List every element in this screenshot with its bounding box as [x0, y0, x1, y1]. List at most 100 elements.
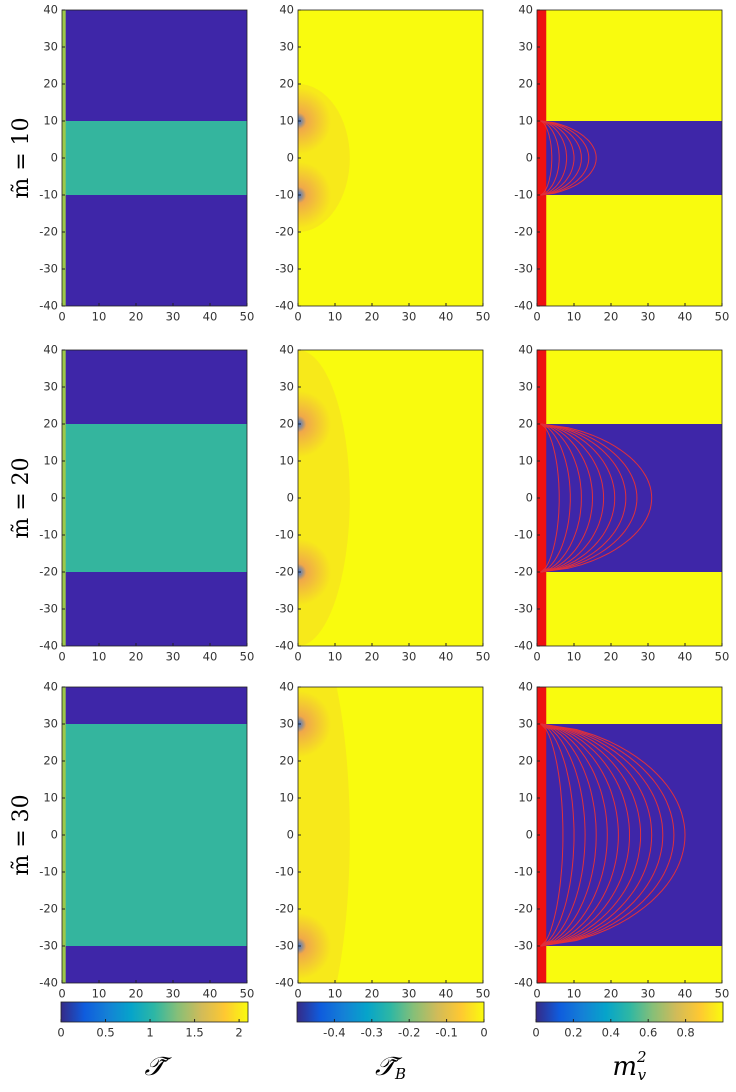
- x-tick-label: 40: [678, 987, 693, 1001]
- y-tick-label: 10: [279, 454, 294, 468]
- y-tick-label: -40: [275, 299, 294, 313]
- y-tick-label: 0: [51, 491, 58, 505]
- x-tick-label: 40: [678, 650, 693, 664]
- x-tick-label: 0: [58, 987, 65, 1001]
- x-tick-label: 0: [58, 650, 65, 664]
- row-label: m̃ = 30: [9, 794, 34, 875]
- panel: [298, 10, 483, 306]
- edge-strip: [537, 687, 547, 983]
- x-tick-label: 10: [92, 310, 107, 324]
- y-tick-label: 0: [51, 828, 58, 842]
- contour: [540, 723, 686, 947]
- y-tick-label: -40: [275, 639, 294, 653]
- y-tick-label: -30: [39, 939, 58, 953]
- y-tick-label: -20: [275, 902, 294, 916]
- y-tick-label: 40: [279, 680, 294, 694]
- edge-blob: [298, 161, 332, 229]
- x-tick-label: 40: [203, 987, 218, 1001]
- contour: [540, 423, 560, 573]
- x-tick-label: 40: [203, 650, 218, 664]
- x-tick-label: 0: [58, 310, 65, 324]
- panel: [298, 687, 483, 983]
- y-tick-label: -40: [39, 639, 58, 653]
- x-tick-label: 30: [402, 650, 417, 664]
- contour: [540, 723, 675, 947]
- colorbar-tick-label: 1: [146, 1026, 153, 1040]
- y-tick-label: -30: [275, 262, 294, 276]
- x-tick-label: 30: [402, 987, 417, 1001]
- y-tick-label: -10: [39, 528, 58, 542]
- colorbar-tick-label: 0: [480, 1026, 487, 1040]
- y-tick-label: -20: [39, 902, 58, 916]
- colorbar-tick-label: 0.5: [96, 1026, 114, 1040]
- contour: [540, 723, 597, 947]
- y-tick-label: 40: [518, 680, 533, 694]
- y-tick-label: 20: [518, 417, 533, 431]
- panel: [62, 687, 247, 983]
- y-tick-label: 40: [279, 3, 294, 17]
- panel: [298, 350, 483, 646]
- colorbar-tick-label: 0.2: [564, 1026, 582, 1040]
- x-tick-label: 10: [328, 650, 343, 664]
- x-tick-label: 20: [604, 310, 619, 324]
- x-tick-label: 0: [294, 310, 301, 324]
- x-tick-label: 20: [604, 987, 619, 1001]
- y-tick-label: 20: [279, 417, 294, 431]
- y-tick-label: 0: [287, 828, 294, 842]
- y-tick-label: -30: [514, 939, 533, 953]
- x-tick-label: 50: [476, 987, 491, 1001]
- colorbar-tick-label: 0.6: [639, 1026, 657, 1040]
- x-tick-label: 40: [439, 987, 454, 1001]
- y-tick-label: 0: [287, 491, 294, 505]
- column-label: 𝒯̃: [145, 1052, 173, 1082]
- contour: [540, 723, 642, 947]
- y-tick-label: 30: [43, 380, 58, 394]
- colorbar-tick-label: -0.1: [435, 1026, 457, 1040]
- y-tick-label: -10: [514, 865, 533, 879]
- y-tick-label: 20: [43, 77, 58, 91]
- edge-blob: [298, 87, 332, 155]
- band: [62, 121, 247, 195]
- x-tick-label: 10: [567, 987, 582, 1001]
- x-tick-label: 30: [166, 987, 181, 1001]
- colorbar: [296, 1001, 485, 1023]
- colorbar-tick-label: 0: [57, 1026, 64, 1040]
- y-tick-label: -20: [514, 565, 533, 579]
- edge-blob: [298, 912, 332, 980]
- colorbar: [60, 1001, 249, 1023]
- x-tick-label: 50: [476, 310, 491, 324]
- soft-region: [298, 687, 350, 983]
- y-tick-label: -20: [514, 902, 533, 916]
- panel: [537, 350, 722, 646]
- contour: [540, 423, 605, 573]
- y-tick-label: 30: [518, 380, 533, 394]
- panel: [62, 10, 247, 306]
- y-tick-label: 30: [518, 717, 533, 731]
- contour: [540, 120, 575, 196]
- y-tick-label: 30: [279, 380, 294, 394]
- row-label: m̃ = 20: [9, 457, 34, 538]
- x-tick-label: 30: [166, 650, 181, 664]
- x-tick-label: 20: [604, 650, 619, 664]
- x-tick-label: 30: [641, 987, 656, 1001]
- y-tick-label: 10: [43, 114, 58, 128]
- y-tick-label: -10: [514, 188, 533, 202]
- label-text: 𝒯̃: [145, 1052, 173, 1082]
- x-tick-label: 30: [641, 650, 656, 664]
- x-tick-label: 10: [92, 650, 107, 664]
- heatmap-background: [298, 350, 483, 646]
- x-tick-label: 50: [476, 650, 491, 664]
- y-tick-label: -40: [39, 299, 58, 313]
- contour: [540, 120, 597, 196]
- x-tick-label: 50: [240, 310, 255, 324]
- y-tick-label: -10: [39, 188, 58, 202]
- x-tick-label: 10: [567, 310, 582, 324]
- panel: [62, 350, 247, 646]
- x-tick-label: 40: [203, 310, 218, 324]
- contour: [540, 423, 616, 573]
- contour: [540, 423, 653, 573]
- y-tick-label: 40: [518, 3, 533, 17]
- y-tick-label: 30: [279, 717, 294, 731]
- contour: [540, 723, 575, 947]
- colorbar-tick-label: 0.8: [676, 1026, 694, 1040]
